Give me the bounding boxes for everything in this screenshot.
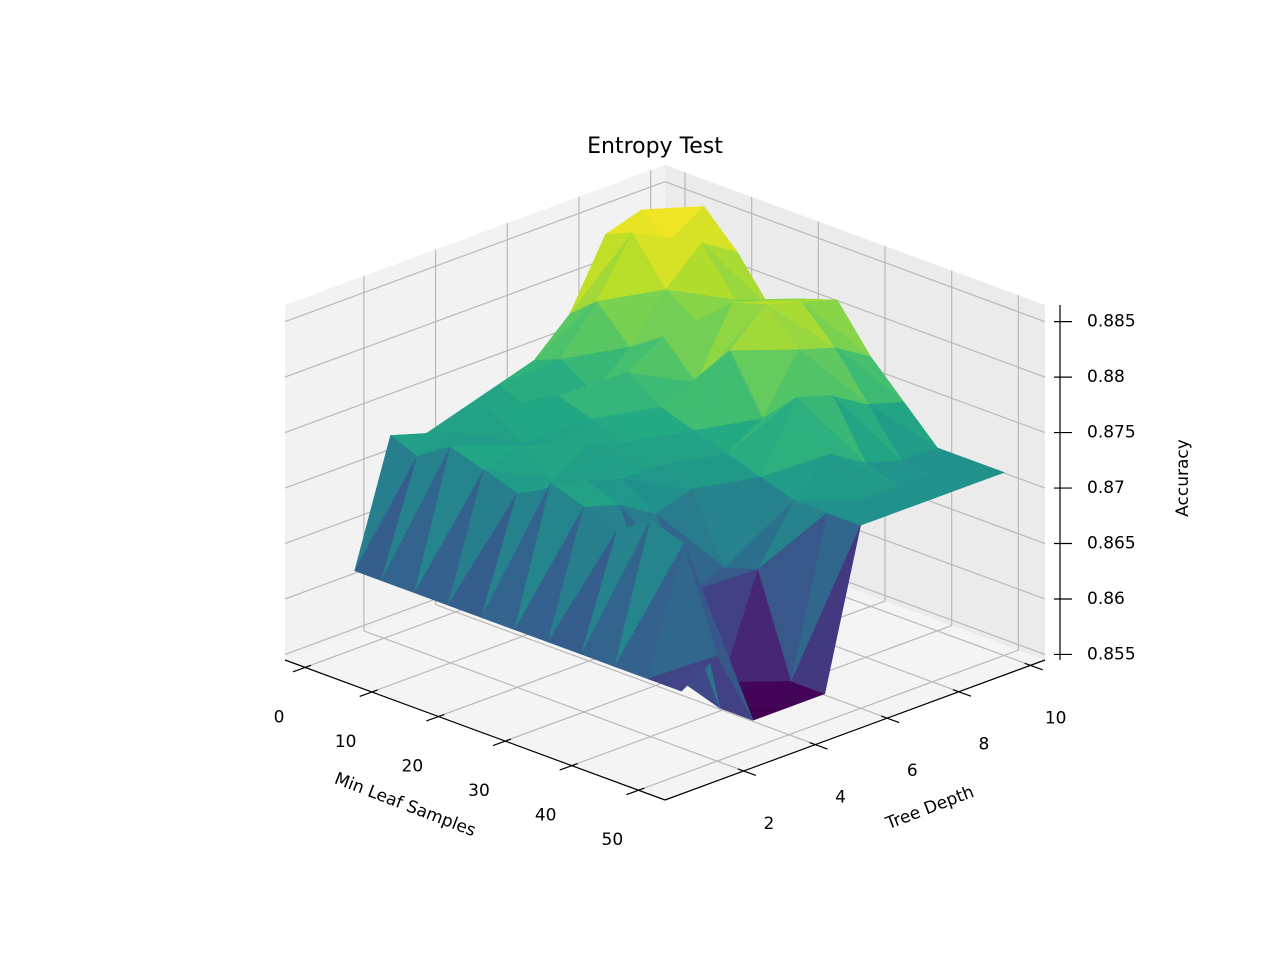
grid-line <box>284 181 666 323</box>
surface <box>354 206 1005 721</box>
surface-facet <box>826 511 897 526</box>
x-tick-label: 20 <box>402 756 424 776</box>
y-tick-label: 10 <box>1045 708 1067 728</box>
x-tick-label: 50 <box>602 830 624 850</box>
grid-line <box>435 603 816 746</box>
axis-line <box>284 659 666 801</box>
x-axis-label: Min Leaf Samples <box>332 769 479 841</box>
tick-mark <box>626 787 645 796</box>
y-tick-label: 2 <box>763 814 774 834</box>
tick-mark <box>809 741 828 750</box>
z-tick-label: 0.88 <box>1087 367 1125 387</box>
chart-title: Entropy Test <box>587 134 723 159</box>
tick-mark <box>881 715 900 724</box>
z-tick-label: 0.885 <box>1087 312 1136 332</box>
z-tick-label: 0.855 <box>1087 644 1136 664</box>
axis-line <box>664 659 1046 801</box>
grid-line <box>638 649 1019 791</box>
x-tick-label: 0 <box>274 707 285 727</box>
tick-mark <box>292 664 312 673</box>
surface-facet <box>791 524 861 695</box>
z-tick-label: 0.865 <box>1087 534 1136 554</box>
z-axis-label: Accuracy <box>1173 439 1193 517</box>
z-tick-label: 0.875 <box>1087 423 1136 443</box>
tick-mark <box>492 738 512 747</box>
tick-mark <box>952 689 972 697</box>
z-tick-label: 0.86 <box>1087 589 1125 609</box>
tick-mark <box>1024 662 1043 671</box>
y-tick-label: 4 <box>835 788 846 808</box>
x-tick-label: 40 <box>535 806 557 826</box>
y-tick-label: 8 <box>979 735 990 755</box>
grid-line <box>363 630 745 772</box>
y-tick-label: 6 <box>907 761 918 781</box>
y-axis-label: Tree Depth <box>882 782 977 834</box>
tick-mark <box>426 713 445 722</box>
tick-mark <box>359 689 378 697</box>
axes: 0 10 20 30 40 50 2 4 6 8 10 0.855 0.86 0.865 0.87 0.875… <box>274 305 1136 850</box>
surface-facet <box>647 655 718 692</box>
tick-mark <box>559 763 578 771</box>
grid-line <box>664 181 1046 323</box>
z-tick-label: 0.87 <box>1087 478 1125 498</box>
x-tick-label: 10 <box>335 732 357 752</box>
x-tick-label: 30 <box>468 781 490 801</box>
tick-mark <box>737 768 757 777</box>
